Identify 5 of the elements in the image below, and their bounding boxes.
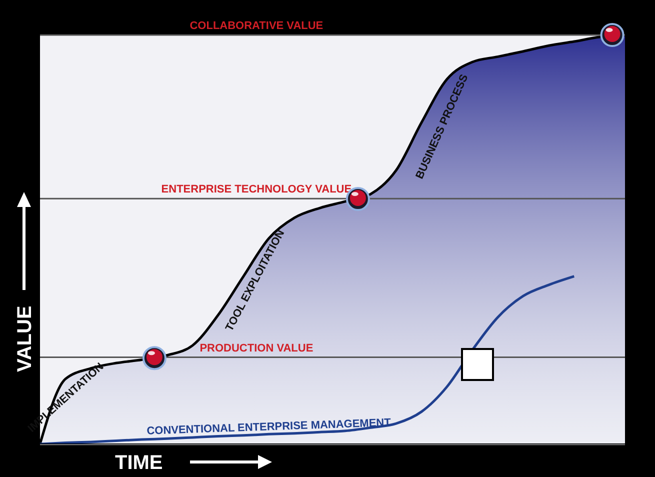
ref-line-label: COLLABORATIVE VALUE <box>190 20 324 32</box>
ref-line-label: PRODUCTION VALUE <box>200 342 314 354</box>
ref-line-label: ENTERPRISE TECHNOLOGY VALUE <box>161 184 352 196</box>
series-label: CONVENTIONAL ENTERPRISE MANAGEMENT <box>146 416 392 438</box>
x-axis-title: TIME <box>115 452 163 474</box>
